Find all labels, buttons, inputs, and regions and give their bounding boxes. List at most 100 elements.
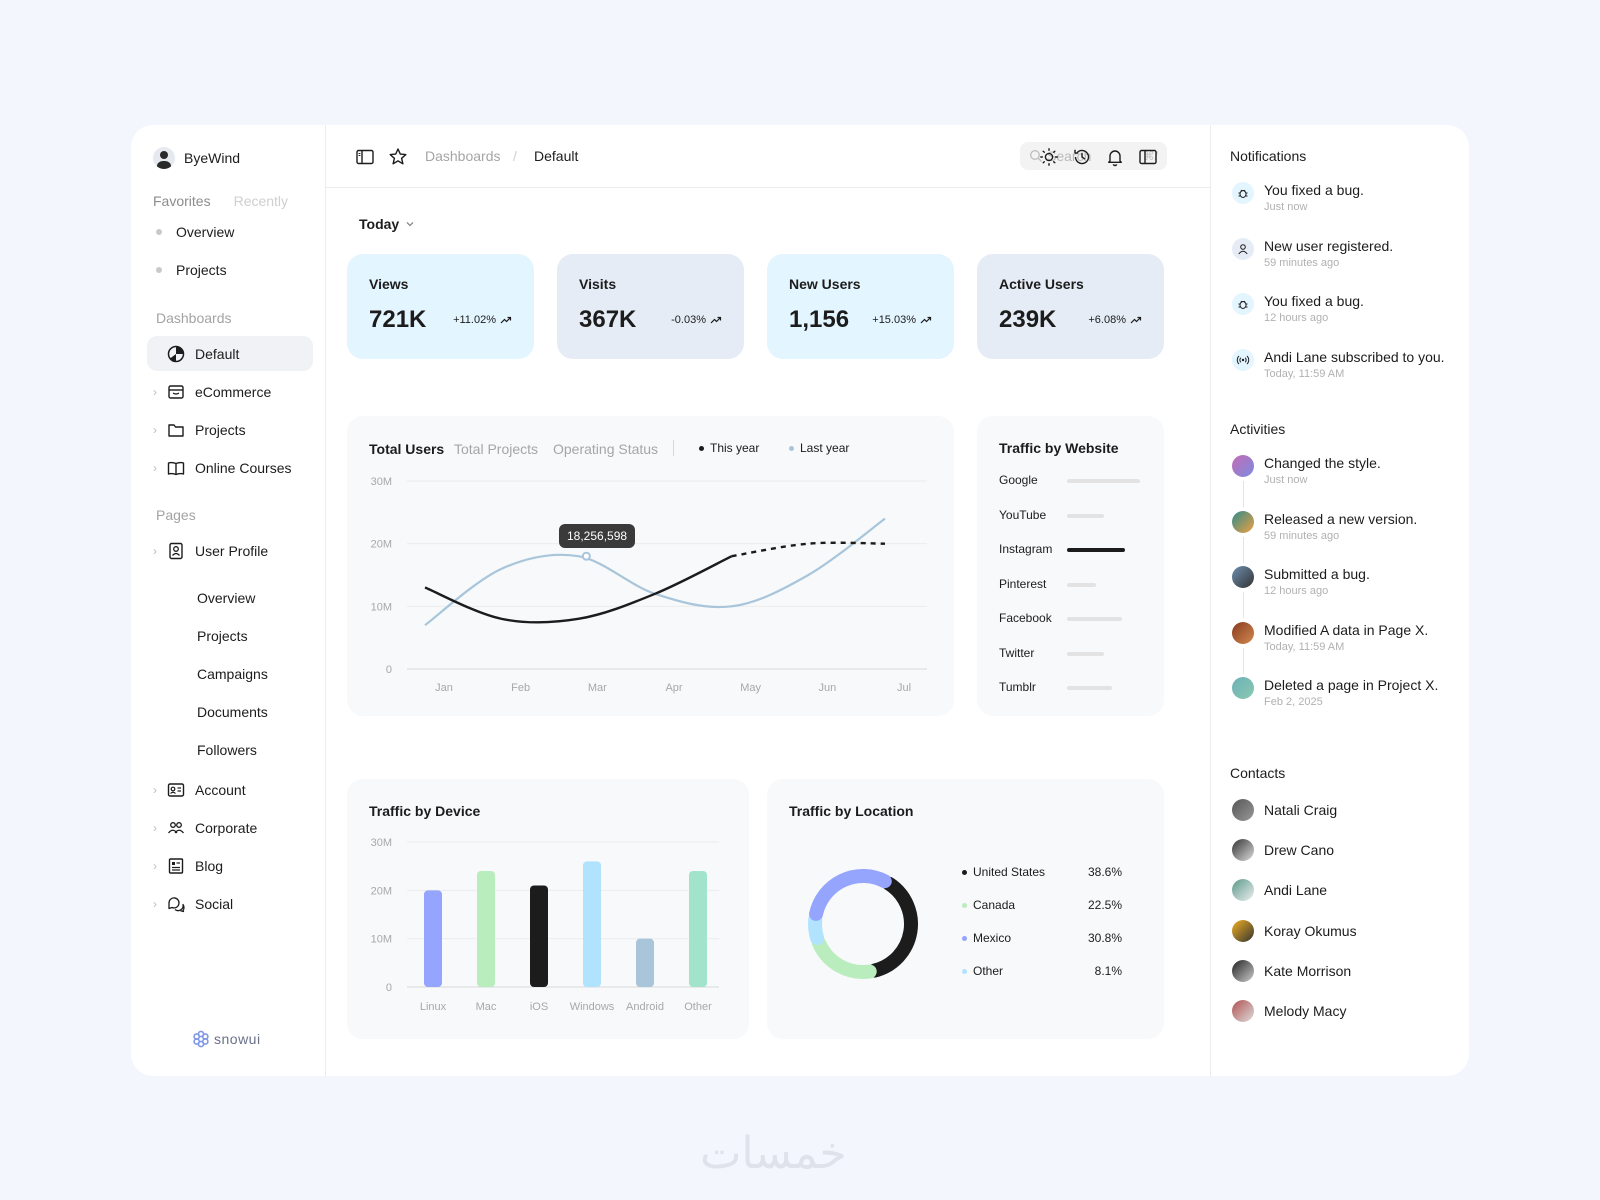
contact-item[interactable]: Natali Craig — [1232, 799, 1337, 821]
contact-name: Melody Macy — [1264, 1003, 1347, 1019]
dashboards-heading: Dashboards — [156, 310, 232, 326]
stat-value: 239K — [999, 306, 1057, 333]
trend-up-icon — [920, 316, 932, 324]
tab-total-users[interactable]: Total Users — [369, 441, 445, 457]
contact-item[interactable]: Andi Lane — [1232, 879, 1327, 902]
tab-operating-status[interactable]: Operating Status — [553, 441, 659, 457]
favorite-item-projects[interactable]: Projects — [156, 262, 227, 278]
x-tick-label: Jan — [435, 682, 453, 694]
slice-mexico — [809, 869, 892, 921]
timeline-connector — [1243, 481, 1244, 507]
bar-windows — [583, 861, 601, 987]
sidebar-item-corporate[interactable]: › Corporate — [147, 810, 313, 845]
logo-text: snowui — [214, 1031, 261, 1047]
user-icon — [1232, 237, 1254, 260]
avatar — [1232, 455, 1254, 477]
activity-text: Submitted a bug. — [1264, 566, 1370, 582]
activity-item[interactable]: Deleted a page in Project X. Feb 2, 2025 — [1232, 677, 1438, 710]
traffic-location-panel: Traffic by Location United States 38.6% Ca… — [767, 779, 1164, 1039]
stat-value: 367K — [579, 306, 637, 333]
sidebar-item-account[interactable]: › Account — [147, 772, 313, 807]
sidebar-item-label: Online Courses — [195, 459, 292, 476]
bar-other — [689, 871, 707, 987]
notification-item[interactable]: New user registered. 59 minutes ago — [1232, 237, 1393, 271]
star-icon[interactable] — [388, 147, 408, 167]
contact-item[interactable]: Melody Macy — [1232, 1000, 1346, 1022]
activity-text: Modified A data in Page X. — [1264, 621, 1429, 638]
sidebar-item-blog[interactable]: › Blog — [147, 848, 313, 883]
sidebar-item-default[interactable]: Default — [147, 336, 313, 371]
sidebar-item-user-profile[interactable]: › User Profile — [147, 533, 313, 568]
sidebar-subitem-followers[interactable]: Followers — [197, 742, 257, 758]
search-shortcut: ⌘/ — [1142, 149, 1158, 163]
sidebar-item-social[interactable]: › Social — [147, 886, 313, 921]
website-bar — [1067, 651, 1104, 656]
tab-total-projects[interactable]: Total Projects — [454, 441, 539, 457]
sidebar-item-ecommerce[interactable]: › eCommerce — [147, 374, 313, 409]
activity-item[interactable]: Submitted a bug. 12 hours ago — [1232, 566, 1370, 599]
notifications-title: Notifications — [1230, 148, 1307, 164]
sidebar-item-label: Projects — [195, 421, 246, 438]
right-panel-toggle-icon[interactable] — [1138, 147, 1158, 167]
website-label: YouTube — [999, 507, 1047, 522]
tab-favorites[interactable]: Favorites — [153, 193, 211, 209]
activity-item[interactable]: Released a new version. 59 minutes ago — [1232, 510, 1417, 544]
search-input[interactable]: Search ⌘/ — [1020, 142, 1167, 170]
legend-label: United States — [973, 865, 1046, 879]
activity-body: Changed the style. Just now — [1264, 455, 1381, 488]
notification-item[interactable]: You fixed a bug. 12 hours ago — [1232, 293, 1364, 326]
contact-item[interactable]: Kate Morrison — [1232, 959, 1351, 982]
contact-name: Natali Craig — [1264, 802, 1338, 818]
dashboard-window: ByeWind Favorites Recently Overview Proj… — [131, 125, 1469, 1076]
sidebar-item-online-courses[interactable]: › Online Courses — [147, 450, 313, 485]
sidebar-subitem-projects[interactable]: Projects — [197, 628, 248, 644]
activity-item[interactable]: Modified A data in Page X. Today, 11:59 A… — [1232, 621, 1429, 655]
sun-icon[interactable] — [1039, 147, 1059, 167]
timeline-connector — [1243, 647, 1244, 674]
activity-text: Deleted a page in Project X. — [1264, 677, 1439, 693]
avatar — [1232, 510, 1254, 533]
website-label: Pinterest — [999, 576, 1047, 591]
traffic-website-panel: Traffic by Website Google YouTube Instagra… — [977, 416, 1164, 716]
sidebar-subitem-overview[interactable]: Overview — [197, 590, 256, 606]
sidebar-subitem-campaigns[interactable]: Campaigns — [197, 666, 268, 682]
notification-time: 59 minutes ago — [1264, 256, 1340, 269]
breadcrumb-dashboards[interactable]: Dashboards — [425, 148, 501, 164]
avatar — [1232, 879, 1254, 902]
contact-name: Drew Cano — [1264, 842, 1335, 859]
x-tick-label: Mac — [476, 1001, 497, 1013]
user-profile-button[interactable]: ByeWind — [153, 147, 240, 169]
activity-item[interactable]: Changed the style. Just now — [1232, 455, 1381, 488]
y-tick-label: 30M — [371, 476, 392, 488]
sidebar-toggle-icon[interactable] — [355, 147, 375, 167]
sidebar-item-projects[interactable]: › Projects — [147, 412, 313, 447]
stat-label: Visits — [579, 276, 617, 292]
bar-ios — [530, 885, 548, 987]
activity-body: Submitted a bug. 12 hours ago — [1264, 566, 1370, 599]
chat-bubbles-icon — [168, 896, 185, 912]
location-legend-item: Canada 22.5% — [962, 898, 1122, 912]
notification-text: Andi Lane subscribed to you. — [1264, 348, 1445, 365]
favorite-item-overview[interactable]: Overview — [156, 224, 234, 240]
tab-recently[interactable]: Recently — [233, 193, 289, 209]
book-icon — [167, 461, 185, 475]
legend-percent: 30.8% — [1087, 931, 1122, 945]
notification-body: Andi Lane subscribed to you. Today, 11:59… — [1264, 349, 1445, 382]
sidebar-subitem-documents[interactable]: Documents — [197, 704, 268, 720]
notification-item[interactable]: Andi Lane subscribed to you. Today, 11:59… — [1232, 348, 1445, 382]
contact-item[interactable]: Koray Okumus — [1232, 919, 1357, 942]
date-filter-dropdown[interactable]: Today — [359, 216, 415, 232]
location-legend-item: United States 38.6% — [962, 865, 1122, 879]
watermark: خمسات — [700, 1128, 847, 1179]
x-tick-label: iOS — [530, 1001, 548, 1013]
user-avatar — [153, 147, 175, 169]
broadcast-icon — [1232, 348, 1254, 371]
bell-icon[interactable] — [1105, 147, 1125, 167]
legend-dot — [962, 968, 967, 974]
legend-dot — [962, 869, 967, 875]
notification-item[interactable]: You fixed a bug. Just now — [1232, 182, 1364, 215]
contact-item[interactable]: Drew Cano — [1232, 839, 1335, 862]
series-this-year-line — [424, 555, 733, 624]
activity-text: Changed the style. — [1264, 455, 1381, 471]
history-icon[interactable] — [1072, 147, 1092, 167]
